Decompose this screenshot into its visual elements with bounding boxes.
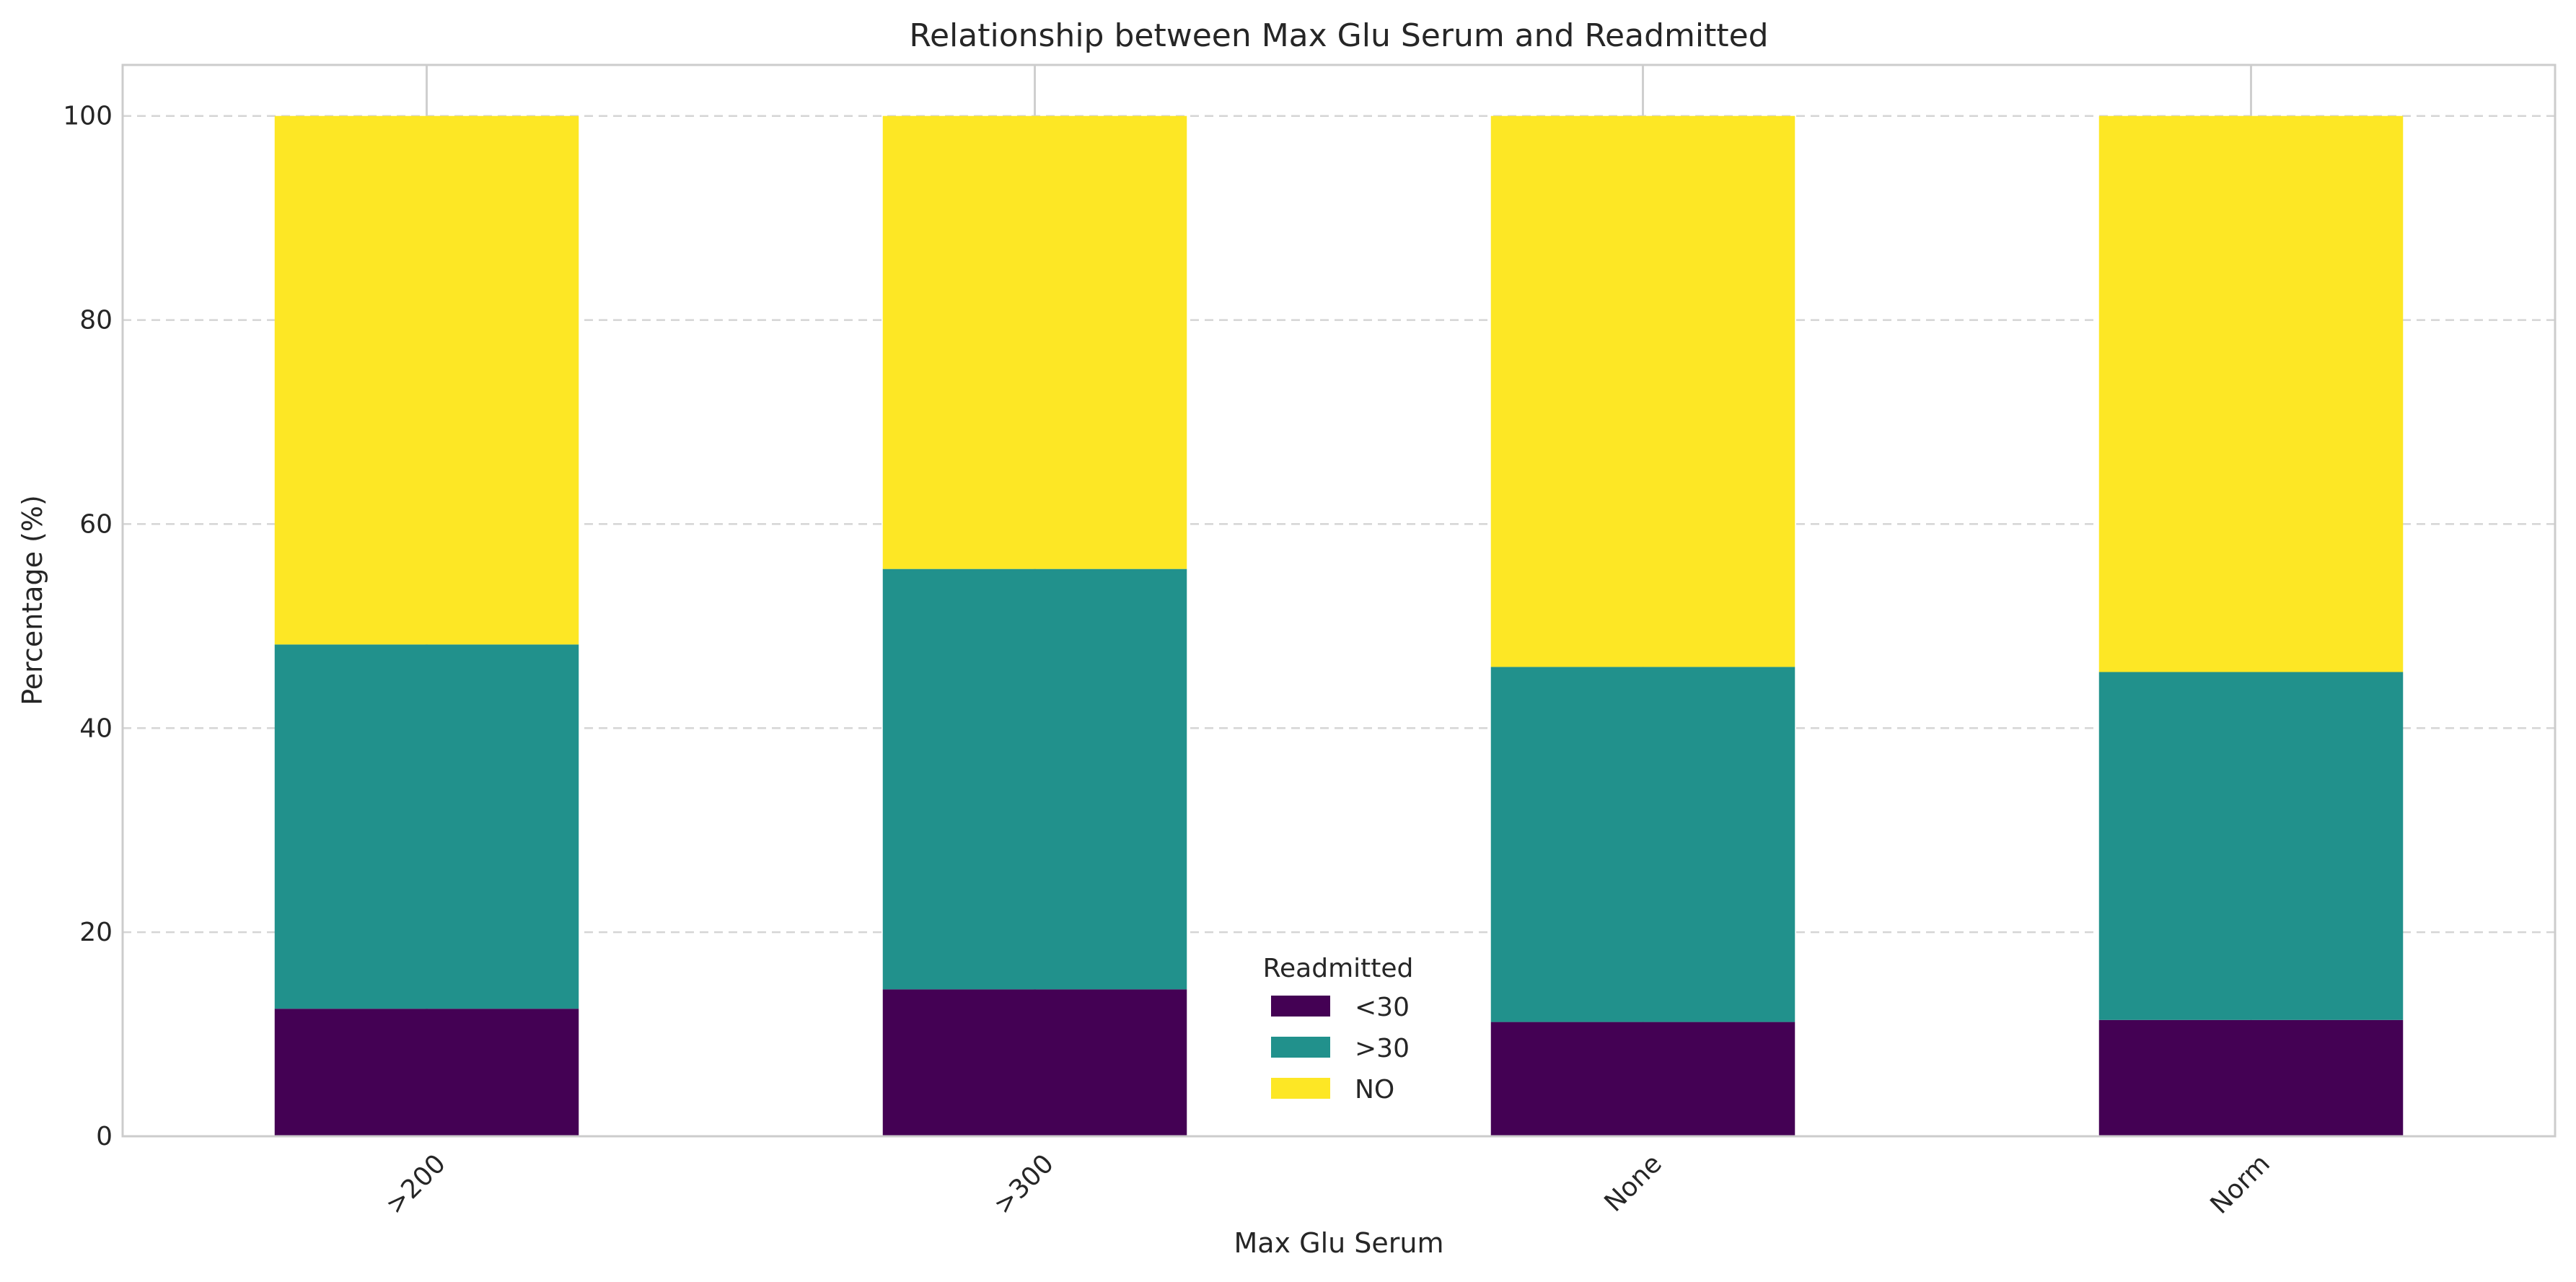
legend-label: >30 [1355, 1034, 1410, 1063]
bars [274, 115, 2404, 1136]
bar-segment-200-1 [274, 644, 579, 1009]
chart-title: Relationship between Max Glu Serum and R… [909, 17, 1768, 54]
bar-segment-norm-2 [2098, 115, 2404, 672]
bar-segment-none-2 [1490, 115, 1795, 667]
y-tick-label: 100 [63, 102, 113, 131]
legend-swatch [1271, 1078, 1330, 1099]
x-tick-label: >300 [988, 1149, 1060, 1220]
plot-frame [121, 63, 2557, 1138]
y-tick-label: 60 [79, 509, 113, 539]
bar-segment-none-0 [1490, 1022, 1795, 1136]
y-tick-label: 0 [96, 1122, 113, 1151]
bar-segment-200-0 [274, 1009, 579, 1136]
x-axis-label: Max Glu Serum [1234, 1227, 1443, 1259]
bar-segment-200-2 [274, 115, 579, 645]
x-tick-label: Norm [2205, 1149, 2276, 1219]
y-tick-label: 40 [79, 714, 113, 743]
y-tick-label: 20 [79, 918, 113, 947]
x-axis: >200 >300 None Norm [380, 1149, 2276, 1220]
y-axis: 0 20 40 60 80 100 [63, 102, 113, 1151]
y-axis-label: Percentage (%) [17, 495, 48, 706]
legend-items: <30 >30 NO [1271, 993, 1410, 1105]
legend-title: Readmitted [1263, 954, 1414, 983]
bar-segment-300-0 [882, 989, 1187, 1136]
legend-label: <30 [1355, 993, 1410, 1022]
bar-segment-none-1 [1490, 667, 1795, 1022]
bar-segment-300-1 [882, 568, 1187, 990]
bar-segment-300-2 [882, 115, 1187, 569]
bar-segment-norm-0 [2098, 1019, 2404, 1136]
bar-segment-norm-1 [2098, 672, 2404, 1020]
legend-label: NO [1355, 1075, 1394, 1105]
x-tick-label: >200 [380, 1149, 452, 1220]
legend-swatch [1271, 996, 1330, 1017]
legend: Readmitted <30 >30 NO [1263, 954, 1414, 1105]
legend-swatch [1271, 1037, 1330, 1058]
y-tick-label: 80 [79, 306, 113, 335]
x-tick-label: None [1599, 1149, 1668, 1217]
